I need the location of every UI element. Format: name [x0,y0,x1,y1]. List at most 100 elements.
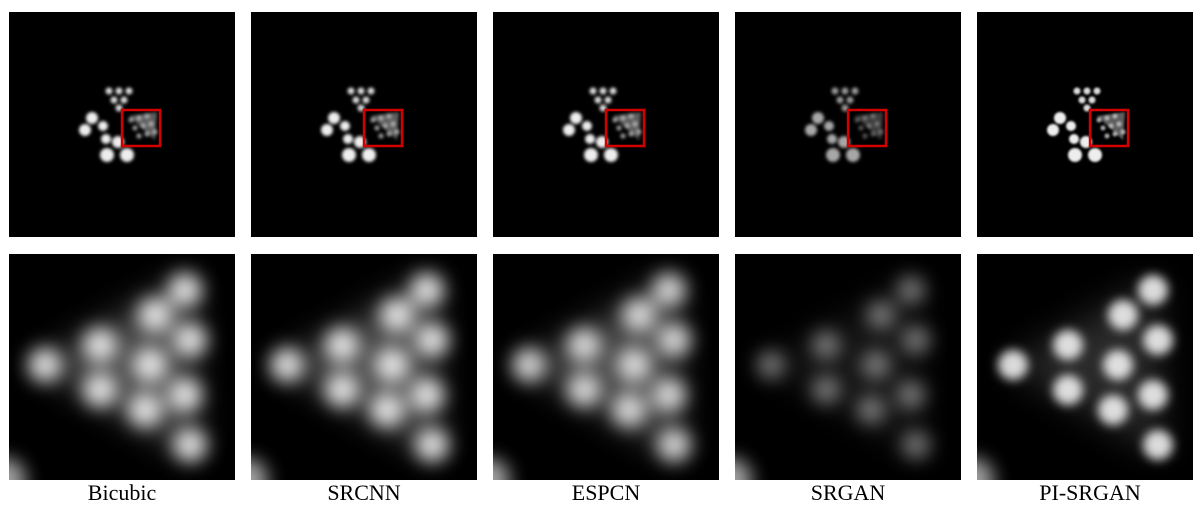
particle [173,428,207,462]
particle [629,132,634,137]
particle [832,88,839,95]
particle [582,121,592,131]
particle [126,88,133,95]
zoom-image [466,254,719,502]
particle [1047,124,1059,136]
particle [826,148,840,162]
overview-image [251,12,477,237]
particle [149,122,154,127]
particle [855,118,860,123]
figure: BicubicSRCNNESPCNSRGANPI-SRGAN [0,0,1193,506]
particle [368,88,375,95]
particle [1101,126,1106,131]
particle [321,124,333,136]
zoom-image [950,254,1193,502]
particle [145,114,150,119]
particle [617,126,622,131]
particle [1068,148,1082,162]
particle [1054,112,1066,124]
particle [657,323,691,357]
particle [897,381,925,409]
particle [867,124,872,129]
caption: PI-SRGAN [1039,480,1141,505]
particle [348,88,355,95]
particle [137,116,142,121]
zoom-image [224,254,477,502]
particle [391,122,396,127]
particle [133,348,167,382]
particle [395,130,400,135]
particle [1079,97,1086,104]
particle [584,148,598,162]
particle [1053,375,1083,405]
particle [129,118,134,123]
particle [1105,116,1110,121]
particle [567,373,601,407]
particle [652,273,686,307]
particle [120,148,134,162]
particle [111,97,118,104]
particle [270,348,304,382]
particle [621,134,626,139]
particle [622,298,656,332]
particle [847,97,854,104]
particle [153,130,158,135]
particle [358,88,365,95]
particle [812,376,840,404]
overview-image [9,12,235,237]
particle [410,273,444,307]
particle [116,88,123,95]
particle [325,328,359,362]
particle [410,378,444,412]
particle [1138,275,1168,305]
particle [652,378,686,412]
particle [100,148,114,162]
particle [375,126,380,131]
particle [98,121,108,131]
particle [827,134,837,144]
particle [101,134,111,144]
particle [173,323,207,357]
particle [621,116,626,121]
particle [363,97,370,104]
caption: SRCNN [327,480,400,505]
particle [342,148,356,162]
particle [902,326,930,354]
particle [1094,88,1101,95]
particle [863,116,868,121]
particle [617,348,651,382]
particle [1113,114,1118,119]
particle [121,97,128,104]
particle [595,97,602,104]
particle [415,428,449,462]
particle [168,378,202,412]
particle [415,323,449,357]
particle [879,130,884,135]
caption: SRGAN [811,480,886,505]
particle [28,348,62,382]
particle [629,114,634,119]
particle [1143,325,1173,355]
particle [871,114,876,119]
particle [1098,395,1128,425]
particle [1143,430,1173,460]
particle [1069,134,1079,144]
particle [371,118,376,123]
zoom-image [0,254,235,502]
particle [1117,122,1122,127]
particle [1053,330,1083,360]
particle [902,431,930,459]
particle [867,301,895,329]
particle [998,350,1028,380]
particle [613,118,618,123]
particle [871,132,876,137]
particle [897,276,925,304]
particle [83,328,117,362]
particle [106,88,113,95]
zoom-image [708,254,961,502]
particle [370,393,404,427]
particle [1074,88,1081,95]
particle [1138,380,1168,410]
particle [585,134,595,144]
particle [353,97,360,104]
